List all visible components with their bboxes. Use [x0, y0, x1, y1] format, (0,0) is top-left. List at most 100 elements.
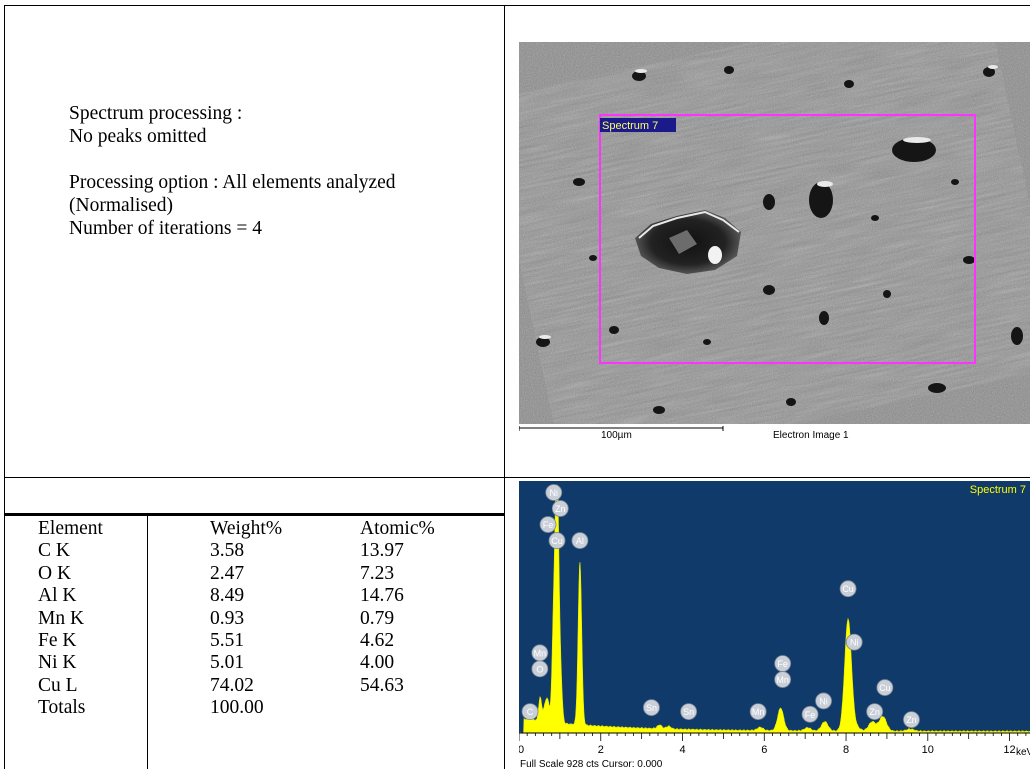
peak-label: Fe — [801, 705, 819, 723]
table-top-rule — [4, 513, 505, 516]
peak-label-text: O — [536, 664, 543, 674]
atomic-cell: 13.97 — [360, 540, 404, 562]
table-column-rule — [147, 515, 148, 769]
peak-label: Ni — [845, 633, 863, 651]
peak-label-text: Zn — [906, 715, 917, 725]
peak-label-text: Mn — [534, 648, 547, 658]
frame-middle-horizontal — [4, 477, 1030, 478]
chart-title: Spectrum 7 — [970, 484, 1026, 496]
processing-line: (Normalised) — [69, 195, 173, 216]
peak-label: Zn — [903, 711, 920, 729]
scale-bar-label: 100µm — [601, 430, 632, 441]
weight-cell: 5.51 — [210, 629, 245, 651]
peak-label: Ni — [815, 692, 832, 710]
weight-cell: 8.49 — [210, 585, 245, 607]
element-cell: Cu L — [38, 674, 78, 696]
atomic-cell: 4.00 — [360, 652, 395, 674]
x-tick-label: 0 — [519, 744, 524, 756]
peak-label-text: Al — [576, 536, 584, 546]
peak-label-marker — [876, 679, 894, 696]
peak-label-text: Ni — [850, 638, 859, 648]
x-tick-label: 12 — [1003, 744, 1015, 756]
processing-line: No peaks omitted — [69, 126, 207, 147]
table-totals-row: Totals 100.00 — [38, 697, 508, 719]
pores — [536, 66, 1023, 414]
x-tick-label: 6 — [761, 744, 767, 756]
results-table: Element Weight% Atomic% C K 3.58 13.97 O… — [38, 518, 508, 720]
peak-label-text: Mn — [776, 675, 789, 685]
peak-label-marker — [903, 711, 920, 729]
peak-label: Cu — [548, 532, 566, 549]
peak-label-marker — [643, 699, 660, 717]
table-row: C K 3.58 13.97 — [38, 540, 508, 562]
table-row: Cu L 74.02 54.63 — [38, 675, 508, 697]
peak-label: Zn — [551, 500, 569, 517]
table-row: Fe K 5.51 4.62 — [38, 630, 508, 652]
spectrum-region-label-bg — [600, 118, 676, 132]
processing-line: Number of iterations = 4 — [69, 218, 262, 239]
peak-label: C — [521, 703, 539, 721]
peak-label: Zn — [866, 703, 884, 721]
peak-label-marker — [845, 633, 863, 651]
peak-label-text: Cu — [879, 683, 891, 693]
peak-label: Fe — [774, 655, 792, 672]
x-tick-label: 2 — [598, 744, 604, 756]
electron-image-footer: 100µm Electron Image 1 — [519, 426, 849, 441]
x-axis-label: keV — [1016, 747, 1030, 758]
peak-label: Al — [571, 532, 589, 549]
table-row: O K 2.47 7.23 — [38, 563, 508, 585]
totals-value: 100.00 — [210, 697, 264, 719]
weight-cell: 3.58 — [210, 540, 245, 562]
element-cell: Al K — [38, 585, 77, 607]
x-tick-label: 10 — [922, 744, 934, 756]
peak-label-text: C — [527, 707, 534, 717]
peak-label: Mn — [774, 671, 792, 688]
weight-cell: 0.93 — [210, 607, 245, 629]
peak-label-text: Fe — [543, 520, 554, 530]
x-tick-label: 4 — [679, 744, 685, 756]
chart-bottom-panel — [519, 733, 1030, 769]
peak-label: Ni — [545, 484, 563, 501]
weight-cell: 74.02 — [210, 674, 254, 696]
electron-image-caption: Electron Image 1 — [773, 430, 849, 441]
peak-label: Cu — [876, 679, 894, 696]
weight-cell: 2.47 — [210, 562, 245, 584]
column-header: Weight% — [210, 518, 283, 539]
totals-label: Totals — [38, 697, 86, 719]
atomic-cell: 54.63 — [360, 674, 404, 696]
peak-label: Sn — [643, 699, 660, 717]
column-header: Atomic% — [360, 518, 435, 539]
peak-label-text: Zn — [869, 707, 880, 717]
electron-image: Spectrum 7 — [519, 42, 1030, 424]
x-tick-label: 8 — [843, 744, 849, 756]
peak-label-marker — [551, 500, 569, 517]
spectrum-region-box — [599, 114, 976, 364]
table-header-row: Element Weight% Atomic% — [38, 518, 508, 540]
chart-footer: Full Scale 928 cts Cursor: 0.000 — [520, 759, 663, 769]
peak-label: Sn — [680, 703, 698, 721]
peak-label-text: Cu — [842, 584, 854, 594]
peak-label-marker — [539, 516, 557, 533]
weight-cell: 5.01 — [210, 652, 245, 674]
frame-top — [4, 5, 1030, 6]
peak-label-marker — [839, 580, 857, 598]
peak-label-text: Mn — [752, 707, 765, 717]
element-cell: C K — [38, 540, 70, 562]
atomic-cell: 4.62 — [360, 629, 395, 651]
atomic-cell: 14.76 — [360, 585, 404, 607]
table-row: Ni K 5.01 4.00 — [38, 652, 508, 674]
peak-label-text: Cu — [551, 536, 563, 546]
peak-label-text: Sn — [646, 703, 657, 713]
pore-cluster — [635, 210, 741, 274]
peak-label-marker — [571, 532, 589, 549]
pore-edges — [539, 65, 998, 339]
chart-plot-background — [519, 481, 1030, 733]
processing-line: Spectrum processing : — [69, 103, 243, 124]
peak-label-marker — [801, 705, 819, 723]
peak-label-text: Fe — [805, 710, 816, 720]
processing-line: Processing option : All elements analyze… — [69, 172, 396, 193]
frame-left — [4, 5, 5, 769]
table-row: Al K 8.49 14.76 — [38, 585, 508, 607]
